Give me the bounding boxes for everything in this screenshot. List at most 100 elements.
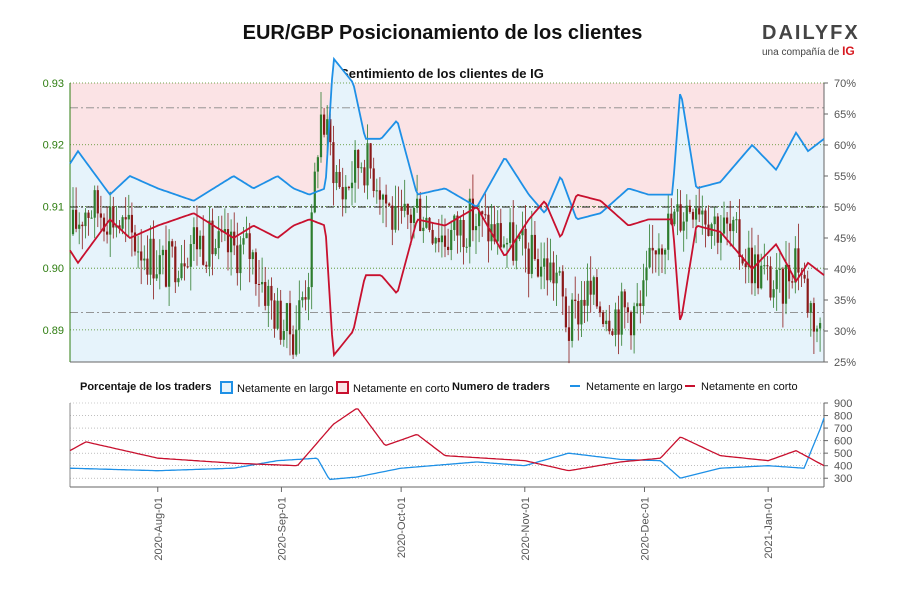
candle-body — [214, 248, 217, 255]
candle-body — [155, 274, 158, 279]
candle — [332, 125, 335, 206]
candle — [512, 200, 515, 266]
candle — [254, 248, 257, 296]
candle — [71, 187, 75, 236]
candle — [738, 199, 741, 270]
candle — [298, 280, 301, 354]
candle-body — [589, 280, 592, 295]
candle-body — [279, 300, 282, 340]
brand-name: DAILYFX — [762, 22, 860, 44]
candle — [763, 243, 766, 275]
candle-body — [549, 262, 552, 281]
candle — [660, 244, 664, 274]
candle-body — [199, 235, 202, 250]
candle-body — [84, 212, 87, 227]
candle — [574, 276, 577, 319]
candle-body — [515, 239, 518, 261]
candle-body — [760, 265, 763, 289]
candle-body — [673, 211, 676, 225]
candle — [161, 245, 164, 275]
candle-body — [713, 216, 716, 225]
candle-body — [381, 194, 385, 200]
candle-body — [106, 231, 109, 235]
candle-body — [791, 281, 794, 283]
legend-pct-long: Netamente en largo — [220, 381, 334, 395]
lower-y-tick: 300 — [834, 473, 852, 485]
candle — [292, 325, 295, 359]
y-left-tick: 0.93 — [43, 78, 64, 90]
candle — [598, 301, 602, 318]
candle-body — [437, 237, 440, 243]
candle — [571, 293, 574, 348]
candle-body — [264, 281, 267, 306]
brand-subtitle: una compañía de IG — [762, 44, 872, 60]
candle-body — [543, 258, 546, 267]
candle-body — [239, 244, 242, 274]
candle — [688, 199, 691, 214]
candle-body — [803, 274, 806, 279]
candle-body — [465, 246, 468, 248]
candle-body — [726, 217, 729, 224]
candle-body — [605, 320, 608, 325]
candle — [744, 248, 747, 284]
candle — [127, 194, 130, 237]
candle — [205, 261, 208, 273]
candle-body — [493, 224, 496, 242]
candle — [453, 214, 456, 242]
candle-body — [130, 214, 133, 233]
candle-body — [363, 167, 366, 186]
candle-body — [784, 265, 788, 304]
brand-logo: DAILYFX una compañía de IG — [762, 22, 872, 60]
candle-body — [509, 222, 512, 243]
candle-body — [146, 258, 149, 275]
candle-body — [152, 238, 155, 279]
candle — [391, 196, 394, 246]
candle-body — [350, 182, 354, 189]
candle-body — [270, 285, 273, 301]
candle — [636, 283, 639, 314]
candle — [753, 245, 757, 296]
candle-body — [372, 168, 375, 191]
candle — [192, 217, 195, 262]
candle — [530, 210, 533, 279]
candle-body — [471, 198, 474, 231]
candle — [158, 239, 161, 290]
candle — [450, 220, 453, 261]
candle — [555, 254, 558, 306]
candle — [257, 260, 261, 307]
candle — [707, 205, 710, 237]
y-right-tick: 50% — [834, 202, 856, 214]
candle-body — [695, 208, 698, 220]
candle-body — [78, 224, 81, 229]
x-tick-label: 2021-Jan-01 — [763, 497, 775, 559]
candle-body — [75, 209, 78, 229]
candle-body — [298, 300, 301, 330]
candle — [558, 266, 561, 276]
candle — [347, 185, 350, 191]
candle — [428, 217, 431, 233]
candle-body — [335, 171, 338, 184]
candle-body — [583, 299, 586, 306]
candle-body — [704, 210, 707, 225]
candle — [676, 188, 679, 236]
long-swatch — [220, 381, 233, 394]
candle-body — [388, 203, 391, 206]
candle — [155, 250, 158, 281]
candle-body — [177, 278, 180, 283]
candle — [484, 192, 487, 220]
candle-body — [180, 263, 183, 279]
candle-body — [781, 268, 784, 304]
candle — [729, 200, 732, 247]
short-pct-line — [69, 193, 825, 358]
candle-body — [775, 269, 778, 290]
candle — [338, 159, 341, 189]
candle-body — [456, 215, 459, 236]
candle — [285, 302, 288, 349]
candle — [146, 235, 149, 285]
candle-body — [307, 287, 310, 300]
candle-body — [602, 312, 605, 325]
y-right-tick: 35% — [834, 295, 856, 307]
legend-num-long-label: Netamente en largo — [586, 381, 683, 393]
candle — [78, 212, 81, 245]
candle-body — [273, 300, 276, 329]
